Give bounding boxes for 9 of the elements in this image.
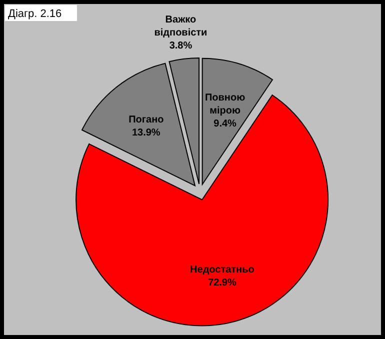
slice-label: Повною мірою: [204, 92, 246, 117]
slice-label: Погано: [128, 114, 164, 126]
data-label: 13.9%: [132, 127, 160, 138]
data-label: 3.8%: [169, 40, 192, 52]
slice-label: Недостатньо: [190, 264, 254, 276]
data-label: 72.9%: [208, 278, 236, 289]
chart-title: Діагр. 2.16: [8, 8, 62, 20]
slice-label: Важко відповісти: [154, 14, 208, 38]
data-label: 9.4%: [214, 118, 237, 130]
